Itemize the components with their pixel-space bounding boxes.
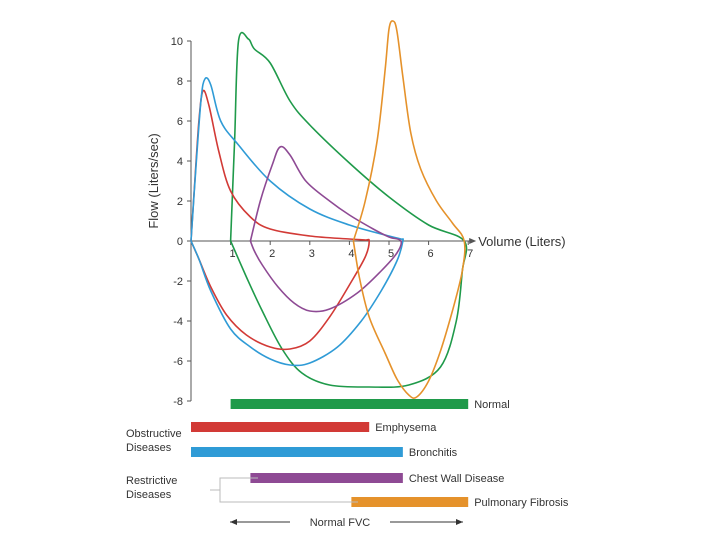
x-tick-label-7: 7 — [467, 248, 473, 260]
fvc-bar-bronchitis — [191, 447, 403, 457]
x-axis-title: Volume (Liters) — [478, 234, 565, 249]
normal-fvc-label: Normal FVC — [310, 517, 371, 529]
fvc-bar-chest-wall-disease — [250, 473, 403, 483]
group-label-obstructive-diseases: Obstructive Diseases — [126, 428, 182, 454]
y-tick-label-2: 2 — [177, 196, 183, 208]
normal-fvc-axis: Normal FVC — [230, 517, 463, 529]
fvc-bar-label-bronchitis: Bronchitis — [409, 447, 458, 459]
group-label-line: Diseases — [126, 442, 172, 454]
y-tick-label-4: -4 — [173, 316, 183, 328]
y-tick-label-4: 4 — [177, 156, 183, 168]
x-tick-label-2: 2 — [269, 248, 275, 260]
curve-normal — [229, 31, 468, 389]
y-tick-label-8: -8 — [173, 396, 183, 408]
fvc-bar-label-emphysema: Emphysema — [375, 422, 437, 434]
y-tick-label-10: 10 — [171, 36, 183, 48]
disease-groups: Obstructive Diseases Restrictive Diseases — [126, 428, 182, 501]
curve-chest-wall-disease — [249, 145, 403, 313]
x-tick-label-4: 4 — [348, 248, 354, 260]
group-label-line: Obstructive — [126, 428, 182, 440]
y-tick-label-8: 8 — [177, 76, 183, 88]
y-tick-label-6: -6 — [173, 356, 183, 368]
y-tick-label-0: 0 — [177, 236, 183, 248]
restrictive-bracket — [210, 477, 358, 503]
fvc-bar-normal — [230, 399, 469, 409]
flow-volume-curves — [190, 20, 468, 399]
fvc-bar-label-chest-wall-disease: Chest Wall Disease — [409, 473, 505, 485]
group-label-line: Diseases — [126, 489, 172, 501]
curve-pulmonary-fibrosis — [352, 20, 466, 399]
y-axis-title: Flow (Liters/sec) — [146, 133, 161, 228]
y-tick-label-2: -2 — [173, 276, 183, 288]
fvc-bar-pulmonary-fibrosis — [351, 497, 469, 507]
x-axis-arrow-icon — [469, 238, 477, 244]
fvc-bar-label-pulmonary-fibrosis: Pulmonary Fibrosis — [474, 497, 569, 509]
curve-emphysema — [190, 89, 370, 351]
group-label-restrictive-diseases: Restrictive Diseases — [126, 475, 177, 501]
group-label-line: Restrictive — [126, 475, 177, 487]
axes: 10 8 6 4 2 0 -2 -4 -6 -8 1 2 3 4 5 6 7 Volume (Liters) Flo… — [146, 36, 566, 408]
x-tick-label-5: 5 — [388, 248, 394, 260]
x-tick-label-3: 3 — [309, 248, 315, 260]
fvc-bar-label-normal: Normal — [474, 399, 509, 411]
fvc-bars: Normal Emphysema Bronchitis Chest Wall Dise… — [191, 399, 569, 509]
x-tick-label-1: 1 — [230, 248, 236, 260]
fvc-bar-emphysema — [191, 422, 370, 432]
y-tick-label-6: 6 — [177, 116, 183, 128]
x-tick-label-6: 6 — [428, 248, 434, 260]
curve-bronchitis — [190, 77, 404, 367]
